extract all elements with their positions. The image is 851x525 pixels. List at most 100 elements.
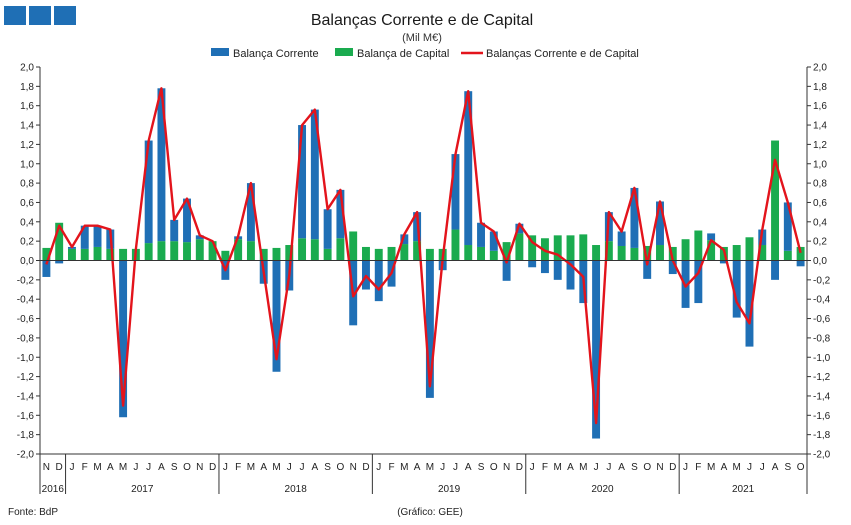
y-tick-label-left: -0,4 — [17, 295, 35, 306]
current-balance-bar — [183, 198, 191, 243]
capital-balance-bar — [643, 245, 652, 261]
current-balance-bar — [55, 260, 64, 264]
y-tick-label-left: 1,2 — [20, 140, 34, 151]
total-line — [45, 87, 802, 425]
current-balance-bar — [489, 231, 498, 251]
current-balance-bar — [144, 140, 153, 244]
x-tick-label: J — [376, 462, 381, 473]
y-tick-label-right: 0,0 — [813, 256, 827, 267]
capital-balance-bar — [272, 247, 281, 261]
legend-label: Balança Corrente — [233, 48, 319, 60]
capital-balance-bar — [55, 222, 64, 261]
capital-balance-bar — [771, 140, 780, 261]
y-tick-label-right: -0,4 — [813, 295, 831, 306]
capital-balance-bar — [93, 246, 102, 261]
y-tick-label-left: 2,0 — [20, 63, 34, 74]
y-tick-label-right: 0,6 — [813, 198, 827, 209]
capital-balance-bar — [246, 241, 255, 261]
brand-logo-block-1 — [4, 6, 26, 25]
x-tick-label: N — [196, 462, 203, 473]
x-tick-label: J — [747, 462, 752, 473]
x-tick-label: J — [453, 462, 458, 473]
x-tick-label: J — [146, 462, 151, 473]
capital-balance-bar — [298, 238, 307, 261]
y-tick-label-left: -0,2 — [17, 275, 35, 286]
y-tick-label-right: -0,6 — [813, 314, 831, 325]
y-tick-label-right: -1,2 — [813, 372, 831, 383]
current-balance-bar — [93, 225, 102, 247]
current-balance-bar — [719, 260, 728, 264]
capital-balance-bar — [42, 247, 51, 261]
capital-balance-bar — [362, 246, 370, 261]
current-balance-bar — [336, 189, 345, 239]
y-tick-label-left: 0,2 — [20, 237, 34, 248]
capital-balance-bar — [540, 238, 549, 261]
total-balance-line — [45, 87, 802, 425]
x-tick-label: J — [530, 462, 535, 473]
year-label: 2020 — [591, 484, 614, 495]
capital-balance-bar — [119, 248, 128, 261]
capital-balance-bar — [566, 235, 575, 261]
x-tick-label: N — [656, 462, 663, 473]
current-balance-bar — [502, 260, 511, 281]
capital-balance-bar — [336, 238, 345, 261]
current-balance-bar — [528, 260, 537, 268]
y-tick-label-right: -0,2 — [813, 275, 831, 286]
y-tick-label-left: -1,6 — [17, 411, 35, 422]
current-balance-bar — [617, 231, 626, 246]
y-tick-label-left: 1,0 — [20, 159, 34, 170]
capital-balance-bar — [732, 245, 741, 261]
y-tick-label-left: 0,4 — [20, 217, 34, 228]
capital-balance-bar — [400, 244, 409, 261]
x-tick-label: N — [350, 462, 357, 473]
capital-balance-bar — [604, 241, 613, 261]
x-tick-label: O — [183, 462, 191, 473]
year-label: 2019 — [438, 484, 461, 495]
x-tick-label: A — [772, 462, 779, 473]
capital-balance-bar — [451, 229, 460, 261]
x-tick-label: F — [695, 462, 701, 473]
current-balance-bar — [195, 235, 204, 240]
capital-balance-bar — [694, 230, 703, 261]
capital-balance-bar — [617, 245, 626, 261]
capital-balance-bar — [745, 237, 754, 261]
capital-balance-bar — [630, 247, 639, 261]
capital-balance-bar — [425, 248, 434, 261]
y-tick-label-right: 1,6 — [813, 101, 827, 112]
x-tick-label: M — [426, 462, 434, 473]
capital-balance-bar — [502, 242, 511, 261]
current-balance-bar — [668, 260, 677, 275]
x-tick-label: M — [119, 462, 127, 473]
capital-balance-bar — [208, 241, 217, 261]
x-tick-label: J — [223, 462, 228, 473]
x-tick-label: J — [300, 462, 305, 473]
x-tick-label: J — [69, 462, 74, 473]
capital-balance-bar — [106, 248, 115, 261]
x-tick-label: A — [465, 462, 472, 473]
current-balance-bar — [796, 260, 805, 267]
current-balance-bar — [298, 125, 307, 239]
x-tick-label: J — [606, 462, 611, 473]
x-tick-label: A — [618, 462, 625, 473]
x-tick-label: M — [272, 462, 280, 473]
capital-balance-bar — [528, 235, 537, 261]
capital-balance-bar — [67, 248, 76, 261]
year-label: 2016 — [42, 484, 65, 495]
x-tick-label: S — [631, 462, 638, 473]
x-tick-label: A — [721, 462, 728, 473]
source-note: Fonte: BdP — [8, 507, 58, 518]
capital-balance-bar — [413, 241, 422, 261]
current-balance-bar — [400, 234, 409, 245]
capital-balance-bar — [259, 248, 268, 261]
capital-balance-bar — [553, 235, 562, 261]
capital-balance-bar — [183, 242, 191, 261]
x-tick-label: O — [797, 462, 805, 473]
capital-balance-bar — [80, 248, 89, 261]
x-tick-label: M — [579, 462, 587, 473]
x-tick-label: M — [707, 462, 715, 473]
current-balance-bar — [157, 88, 166, 242]
y-tick-label-left: -0,8 — [17, 333, 35, 344]
x-tick-label: D — [209, 462, 216, 473]
capital-balance-bar — [234, 239, 243, 261]
